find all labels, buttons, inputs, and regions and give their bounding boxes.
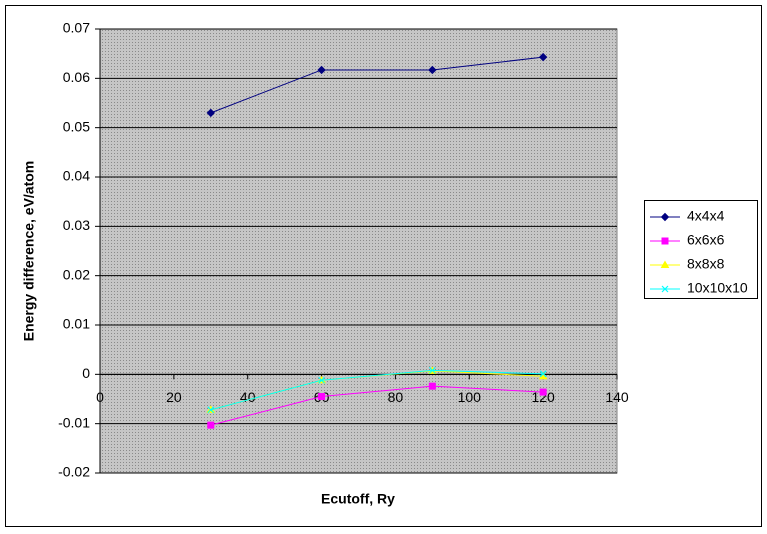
y-tick-label: 0.02 bbox=[63, 266, 90, 282]
marker bbox=[428, 366, 436, 374]
y-tick-label: 0.05 bbox=[63, 118, 90, 134]
x-tick-label: 80 bbox=[388, 389, 404, 405]
y-tick-label: 0 bbox=[82, 365, 90, 381]
y-tick-label: 0.06 bbox=[63, 69, 90, 85]
marker bbox=[428, 65, 437, 75]
marker bbox=[318, 376, 325, 384]
marker bbox=[539, 370, 547, 378]
x-tick-label: 0 bbox=[96, 389, 104, 405]
x-tick-label: 40 bbox=[240, 389, 256, 405]
y-tick-label: -0.02 bbox=[58, 464, 90, 480]
marker bbox=[206, 108, 215, 118]
marker bbox=[661, 285, 669, 293]
legend-label: 10x10x10 bbox=[687, 280, 748, 296]
plot-area bbox=[99, 28, 618, 474]
x-tick-label: 100 bbox=[458, 389, 482, 405]
legend-label: 4x4x4 bbox=[687, 208, 725, 224]
y-tick-label: 0.04 bbox=[63, 168, 90, 184]
marker bbox=[428, 382, 436, 390]
marker bbox=[207, 421, 215, 429]
series-line bbox=[210, 385, 544, 426]
series-line bbox=[210, 56, 544, 114]
y-tick-label: 0.03 bbox=[63, 217, 90, 233]
series-line bbox=[210, 369, 544, 411]
marker bbox=[660, 212, 670, 222]
marker bbox=[539, 388, 547, 396]
marker bbox=[538, 52, 548, 62]
y-tick-label: 0.01 bbox=[63, 316, 90, 332]
marker bbox=[207, 406, 215, 414]
x-tick-label: 120 bbox=[531, 389, 555, 405]
legend-label: 6x6x6 bbox=[687, 232, 725, 248]
marker bbox=[660, 260, 670, 268]
legend-label: 8x8x8 bbox=[687, 256, 725, 272]
y-axis-label: Energy difference, eV/atom bbox=[21, 161, 37, 342]
marker bbox=[317, 65, 326, 75]
x-tick-label: 20 bbox=[166, 389, 182, 405]
y-tick-label: -0.01 bbox=[58, 414, 90, 430]
marker bbox=[661, 237, 669, 245]
marker bbox=[318, 393, 326, 401]
x-tick-label: 140 bbox=[605, 389, 629, 405]
y-tick-label: 0.07 bbox=[63, 20, 90, 36]
x-axis-label: Ecutoff, Ry bbox=[321, 491, 395, 507]
